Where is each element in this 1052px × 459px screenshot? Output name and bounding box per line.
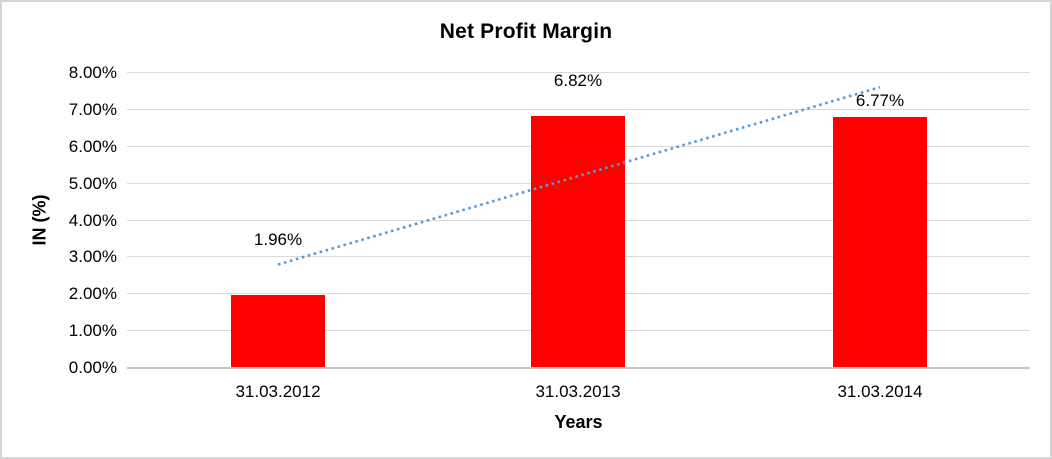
x-tick-label: 31.03.2013: [535, 382, 621, 401]
bar-value-label: 6.82%: [553, 70, 603, 90]
y-tick-label: 7.00%: [68, 99, 117, 119]
bar-value-label: 6.77%: [855, 91, 905, 111]
bar-value-label: 1.96%: [253, 229, 303, 249]
bar: [231, 294, 325, 367]
x-axis-title: Years: [554, 412, 603, 432]
x-tick-label: 31.03.2012: [235, 382, 321, 401]
y-tick-label: 0.00%: [68, 358, 117, 377]
chart-title: Net Profit Margin: [439, 20, 613, 43]
y-tick-label: 8.00%: [68, 63, 117, 82]
y-tick-label: 6.00%: [68, 136, 117, 156]
bar: [833, 117, 927, 367]
y-tick-label: 5.00%: [68, 173, 117, 193]
y-tick-label: 1.00%: [68, 321, 117, 341]
gridline: [127, 72, 1030, 73]
y-tick-label: 2.00%: [68, 284, 117, 304]
y-tick-label: 3.00%: [68, 247, 117, 267]
x-axis-line: [127, 367, 1030, 369]
y-tick-label: 4.00%: [68, 210, 117, 230]
x-tick-label: 31.03.2014: [837, 382, 923, 401]
bar: [531, 115, 625, 367]
